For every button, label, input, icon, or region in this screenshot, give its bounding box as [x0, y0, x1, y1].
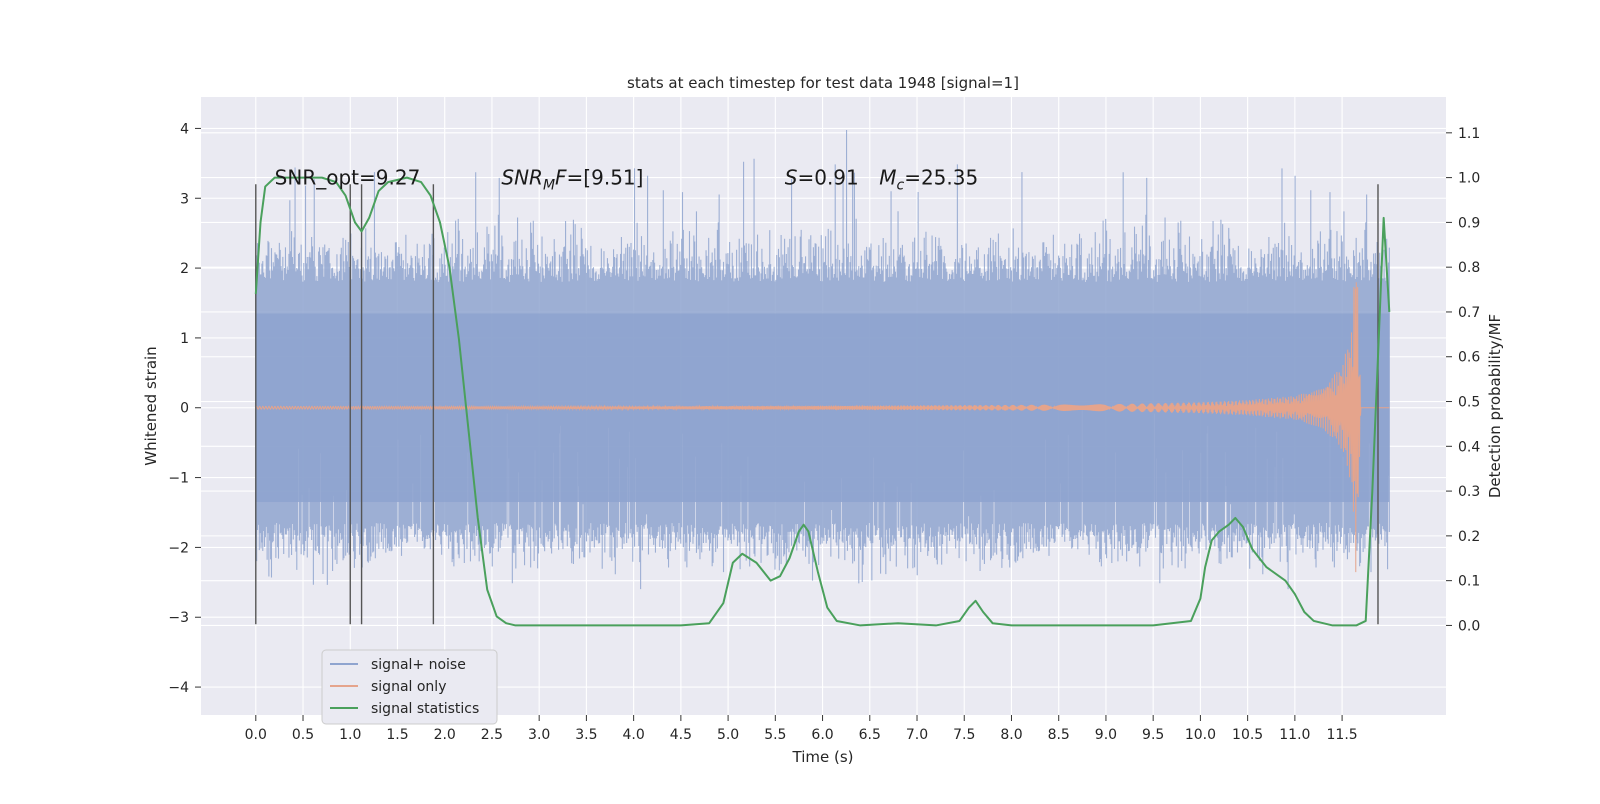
legend: signal+ noise signal only signal statist…	[321, 649, 498, 725]
x-tick-label: 5.0	[717, 727, 739, 743]
x-tick-label: 3.5	[575, 727, 597, 743]
x-tick-label: 8.5	[1048, 727, 1070, 743]
legend-label-signal-statistics: signal statistics	[371, 701, 479, 717]
x-tick-label: 2.0	[434, 727, 456, 743]
annotations: SNR_opt=9.27 SNRMF=[9.51] S=0.91 Mc=25.35	[275, 165, 979, 193]
y-tick-label: 4	[180, 121, 189, 137]
vertical-markers	[255, 184, 1379, 625]
y-tick-label: 2	[180, 261, 189, 277]
legend-label-signal-only: signal only	[371, 679, 446, 695]
legend-label-signal-noise: signal+ noise	[371, 657, 466, 673]
x-tick-label: 4.0	[622, 727, 644, 743]
y2-axis-label: Detection probability/MF	[1486, 314, 1504, 498]
y2-tick-label: 0.4	[1458, 439, 1480, 455]
y2-tick-label: 0.5	[1458, 395, 1480, 411]
x-tick-label: 0.0	[245, 727, 267, 743]
x-tick-label: 3.0	[528, 727, 550, 743]
x-axis-ticks: 0.0 0.5 1.0 1.5 2.0 2.5 3.0 3.5 4.0 4.5 5.0 5.5 6.0 6…	[245, 715, 1358, 743]
y-tick-label: −1	[168, 471, 189, 487]
series-signal-only	[255, 282, 1390, 573]
x-tick-label: 11.0	[1279, 727, 1310, 743]
series-signal-statistics	[254, 176, 1391, 627]
x-tick-label: 6.0	[811, 727, 833, 743]
chart-title: stats at each timestep for test data 194…	[627, 74, 1019, 92]
y2-tick-label: 0.6	[1458, 350, 1480, 366]
y-tick-label: −2	[168, 540, 189, 556]
y2-tick-label: 0.8	[1458, 260, 1480, 276]
y2-axis-ticks: 0.0 0.1 0.2 0.3 0.4 0.5 0.6 0.7 0.8 0.9 1.0 1.1	[1446, 126, 1480, 634]
y-tick-label: 3	[180, 191, 189, 207]
x-tick-label: 10.0	[1185, 727, 1216, 743]
y2-tick-label: 0.0	[1458, 618, 1480, 634]
y-tick-label: 0	[180, 401, 189, 417]
y-axis-ticks: −4 −3 −2 −1 0 1 2 3 4	[168, 121, 201, 696]
x-tick-label: 2.5	[481, 727, 503, 743]
annotation: S=0.91	[785, 165, 859, 189]
y-tick-label: −3	[168, 610, 189, 626]
x-axis-label: Time (s)	[792, 748, 854, 766]
signal-only-trace	[255, 282, 1390, 573]
y-tick-label: 1	[180, 331, 189, 347]
y2-tick-label: 1.0	[1458, 171, 1480, 187]
x-tick-label: 7.0	[906, 727, 928, 743]
x-tick-label: 0.5	[292, 727, 314, 743]
x-tick-label: 4.5	[670, 727, 692, 743]
y-tick-label: −4	[168, 680, 189, 696]
plot-area	[254, 129, 1391, 627]
signal-statistics-line	[254, 176, 1391, 627]
x-tick-label: 10.5	[1232, 727, 1263, 743]
x-tick-label: 9.0	[1095, 727, 1117, 743]
x-tick-label: 7.5	[953, 727, 975, 743]
y-axis-label: Whitened strain	[142, 346, 160, 465]
annotation: SNR_opt=9.27	[275, 165, 421, 189]
x-tick-label: 1.0	[339, 727, 361, 743]
annotation: SNRMF=[9.51]	[501, 165, 643, 193]
y2-tick-label: 0.3	[1458, 484, 1480, 500]
x-tick-label: 11.5	[1327, 727, 1358, 743]
annotation: Mc=25.35	[879, 165, 978, 193]
y2-tick-label: 0.9	[1458, 215, 1480, 231]
y2-tick-label: 0.2	[1458, 529, 1480, 545]
x-tick-label: 9.5	[1142, 727, 1164, 743]
y2-tick-label: 0.1	[1458, 574, 1480, 590]
x-tick-label: 8.0	[1000, 727, 1022, 743]
y2-tick-label: 1.1	[1458, 126, 1480, 142]
y2-tick-label: 0.7	[1458, 305, 1480, 321]
x-tick-label: 5.5	[764, 727, 786, 743]
x-tick-label: 1.5	[386, 727, 408, 743]
legend-box	[321, 649, 498, 725]
x-tick-label: 6.5	[859, 727, 881, 743]
